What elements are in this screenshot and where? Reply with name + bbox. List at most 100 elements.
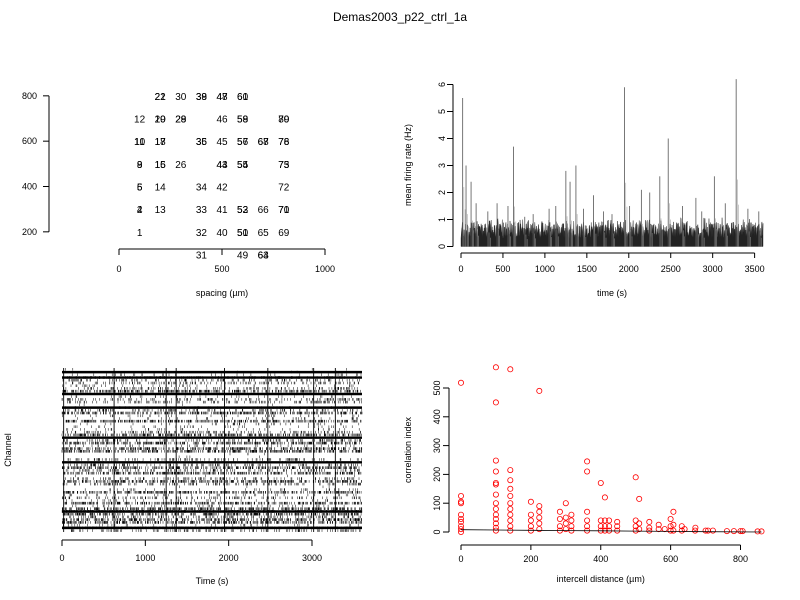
channel-label: 58 <box>237 115 249 126</box>
y-tick-label: 400 <box>22 182 37 192</box>
channel-label: 36 <box>196 137 208 148</box>
correlation-point <box>492 491 499 498</box>
raster-row <box>80 422 360 426</box>
correlation-point <box>536 514 543 521</box>
correlation-point <box>562 514 569 521</box>
correlation-point <box>492 457 499 464</box>
x-tick-label: 1000 <box>535 264 555 274</box>
correlation-point <box>632 517 639 524</box>
correlation-point <box>492 516 499 523</box>
correlation-point <box>492 527 499 534</box>
channel-label: 35 <box>196 137 208 148</box>
raster-row <box>63 523 359 527</box>
raster-row <box>66 499 361 502</box>
correlation-point <box>646 524 653 531</box>
channel-label: 67 <box>258 137 270 148</box>
channel-label: 78 <box>278 137 290 148</box>
channel-label: 21 <box>155 92 167 103</box>
channel-label: 22 <box>155 92 167 103</box>
channel-label: 66 <box>258 205 270 216</box>
channel-label: 71 <box>278 205 290 216</box>
raster-row <box>65 381 359 385</box>
correlation-point <box>568 517 575 524</box>
y-tick-label: 2 <box>437 190 447 195</box>
correlation-point <box>492 520 499 527</box>
channel-label: 65 <box>258 228 270 239</box>
x-tick-label: 400 <box>593 554 608 564</box>
channel-label: 43 <box>216 160 228 171</box>
raster-row <box>64 493 357 497</box>
channel-label: 6 <box>137 183 143 194</box>
correlation-point <box>692 524 699 531</box>
raster-row <box>71 529 361 532</box>
correlation-point <box>614 518 621 525</box>
correlation-point <box>507 500 514 507</box>
correlation-point <box>492 364 499 371</box>
raster-row <box>65 368 347 371</box>
y-tick-label: 500 <box>432 380 442 395</box>
correlation-point <box>601 523 608 530</box>
mean-firing-rate-panel: 0 500 1000 1500 2000 2500 3000 3500 0 1 2 3 4 5 6 time … <box>403 79 765 298</box>
channel-label: 30 <box>175 92 187 103</box>
channel-label: 60 <box>237 92 249 103</box>
correlation-point <box>457 511 464 518</box>
raster-row <box>63 387 358 390</box>
channel-label: 42 <box>216 183 228 194</box>
x-tick-label: 200 <box>523 554 538 564</box>
correlation-point <box>646 518 653 525</box>
channel-label: 53 <box>237 205 249 216</box>
channel-label: 4 <box>137 205 143 216</box>
channel-label: 38 <box>196 92 208 103</box>
raster-row <box>62 518 362 521</box>
raster-row <box>71 373 362 377</box>
y-tick-label: 0 <box>432 529 442 534</box>
raster-row <box>64 480 362 483</box>
correlation-point <box>492 481 499 488</box>
correlation-point <box>667 523 674 530</box>
raster-row <box>63 409 363 412</box>
correlation-point <box>507 523 514 530</box>
correlation-point <box>739 528 746 535</box>
correlation-point <box>457 523 464 530</box>
correlation-point <box>507 485 514 492</box>
raster-row <box>178 455 260 459</box>
channel-label: 16 <box>155 160 167 171</box>
correlation-point <box>632 474 639 481</box>
correlation-point <box>667 516 674 523</box>
fit-line <box>460 529 762 533</box>
correlation-point <box>661 526 668 533</box>
channel-label: 50 <box>237 228 249 239</box>
channel-label: 41 <box>216 205 228 216</box>
correlation-point <box>692 527 699 534</box>
channel-label: 1 <box>137 228 143 239</box>
channel-label: 61 <box>237 92 249 103</box>
correlation-point <box>457 500 464 507</box>
correlation-point <box>606 523 613 530</box>
raster-row <box>67 463 362 467</box>
correlation-point <box>655 521 662 528</box>
correlation-point <box>636 495 643 502</box>
x-axis-label: intercell distance (µm) <box>557 574 645 584</box>
x-tick-label: 1500 <box>577 264 597 274</box>
correlation-point <box>584 517 591 524</box>
channel-label: 33 <box>196 205 208 216</box>
raster-row <box>229 452 265 456</box>
raster-row <box>63 501 362 505</box>
channel-label: 75 <box>278 160 290 171</box>
channel-label: 49 <box>237 251 249 262</box>
correlation-point <box>601 517 608 524</box>
correlation-point <box>758 528 765 535</box>
correlation-point <box>723 528 730 535</box>
channel-label: 63 <box>258 251 270 262</box>
channel-label: 18 <box>155 137 167 148</box>
correlation-point <box>636 526 643 533</box>
raster-row <box>61 433 362 437</box>
correlation-point <box>601 494 608 501</box>
raster-row <box>71 395 352 398</box>
raster-row <box>61 441 362 445</box>
channel-label: 70 <box>278 205 290 216</box>
correlation-point <box>597 479 604 486</box>
channel-label: 52 <box>237 205 249 216</box>
correlation-point <box>492 399 499 406</box>
